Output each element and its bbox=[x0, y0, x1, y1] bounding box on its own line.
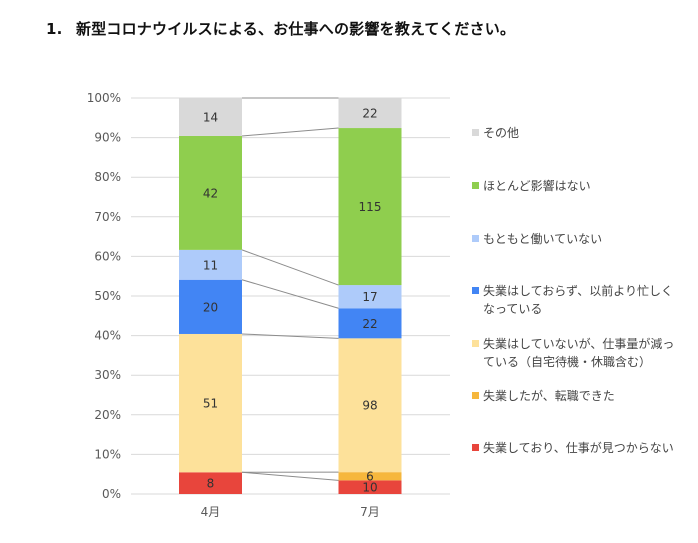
legend-swatch bbox=[472, 392, 479, 399]
data-label: 10 bbox=[362, 481, 377, 495]
bar-segment bbox=[338, 338, 402, 473]
data-label: 98 bbox=[362, 399, 377, 413]
data-label: 22 bbox=[362, 107, 377, 121]
bars bbox=[179, 98, 402, 494]
bar-segment bbox=[338, 308, 402, 339]
connector-line bbox=[241, 127, 339, 137]
legend-label: ほとんど影響はない bbox=[483, 179, 591, 193]
bar-segment bbox=[338, 98, 402, 129]
data-label: 20 bbox=[203, 300, 218, 314]
data-label: 14 bbox=[203, 110, 218, 124]
data-label: 6 bbox=[366, 470, 374, 484]
legend-swatch bbox=[472, 340, 479, 347]
connector-line bbox=[241, 471, 339, 481]
bar-segment bbox=[179, 98, 242, 136]
data-label: 42 bbox=[203, 186, 218, 200]
data-label: 11 bbox=[203, 258, 218, 272]
bar-segment bbox=[338, 128, 402, 286]
bar-segment bbox=[179, 279, 242, 334]
data-label: 22 bbox=[362, 317, 377, 331]
bar-segment bbox=[179, 333, 242, 473]
legend-item: ほとんど影響はない bbox=[472, 177, 682, 195]
bar-segment bbox=[179, 135, 242, 250]
legend-item: もともと働いていない bbox=[472, 230, 682, 248]
y-tick-label: 100% bbox=[87, 91, 121, 105]
data-label: 115 bbox=[359, 200, 382, 214]
y-tick-label: 80% bbox=[94, 170, 121, 184]
legend-swatch bbox=[472, 287, 479, 294]
y-tick-label: 0% bbox=[102, 487, 121, 501]
legend-item: 失業はしていないが、仕事量が減っている（自宅待機・休職含む） bbox=[472, 335, 682, 371]
connector-line bbox=[241, 249, 339, 286]
bar-segment bbox=[338, 472, 402, 481]
legend-label: その他 bbox=[483, 126, 520, 140]
data-label: 51 bbox=[203, 397, 218, 411]
legend-item: 失業したが、転職できた bbox=[472, 387, 682, 405]
y-tick-label: 60% bbox=[94, 249, 121, 263]
y-tick-label: 30% bbox=[94, 368, 121, 382]
legend-label: 失業したが、転職できた bbox=[483, 389, 615, 403]
connector-line bbox=[241, 333, 339, 339]
y-axis: 0% 10% 20% 30% 40% 50% 60% 70% 80% 90% 100% bbox=[87, 91, 121, 501]
gridlines bbox=[131, 97, 450, 495]
y-tick-label: 10% bbox=[94, 447, 121, 461]
legend-label: 失業はしていないが、仕事量が減っている（自宅待機・休職含む） bbox=[483, 337, 675, 369]
legend-swatch bbox=[472, 129, 479, 136]
x-tick-label: 7月 bbox=[360, 505, 380, 519]
y-tick-label: 90% bbox=[94, 131, 121, 145]
title-text: 新型コロナウイルスによる、お仕事への影響を教えてください。 bbox=[76, 20, 516, 38]
bar-segment bbox=[338, 285, 402, 309]
chart-title: 1. 新型コロナウイルスによる、お仕事への影響を教えてください。 bbox=[46, 18, 515, 39]
legend-label: 失業しており、仕事が見つからない bbox=[483, 441, 674, 455]
data-label: 17 bbox=[362, 290, 377, 304]
legend-swatch bbox=[472, 235, 479, 242]
y-tick-label: 50% bbox=[94, 289, 121, 303]
series-connector-lines bbox=[241, 97, 339, 481]
data-label: 8 bbox=[207, 477, 215, 491]
bar-segment bbox=[338, 480, 402, 494]
legend-item: その他 bbox=[472, 124, 682, 142]
legend-item: 失業しており、仕事が見つからない bbox=[472, 439, 682, 457]
legend-item: 失業はしておらず、以前より忙しくなっている bbox=[472, 282, 682, 318]
legend-swatch bbox=[472, 444, 479, 451]
y-tick-label: 70% bbox=[94, 210, 121, 224]
data-labels: 8 51 20 11 42 14 106 98 22 17 115 22 bbox=[203, 107, 382, 495]
y-tick-label: 40% bbox=[94, 329, 121, 343]
x-axis: 4月 7月 bbox=[201, 505, 380, 519]
legend-swatch bbox=[472, 182, 479, 189]
connector-line bbox=[241, 279, 339, 309]
title-number: 1. bbox=[46, 20, 63, 38]
bar-segment bbox=[179, 249, 242, 280]
x-tick-label: 4月 bbox=[201, 505, 221, 519]
legend-label: 失業はしておらず、以前より忙しくなっている bbox=[483, 284, 673, 316]
bar-segment bbox=[179, 472, 242, 494]
legend-label: もともと働いていない bbox=[483, 232, 603, 246]
y-tick-label: 20% bbox=[94, 408, 121, 422]
